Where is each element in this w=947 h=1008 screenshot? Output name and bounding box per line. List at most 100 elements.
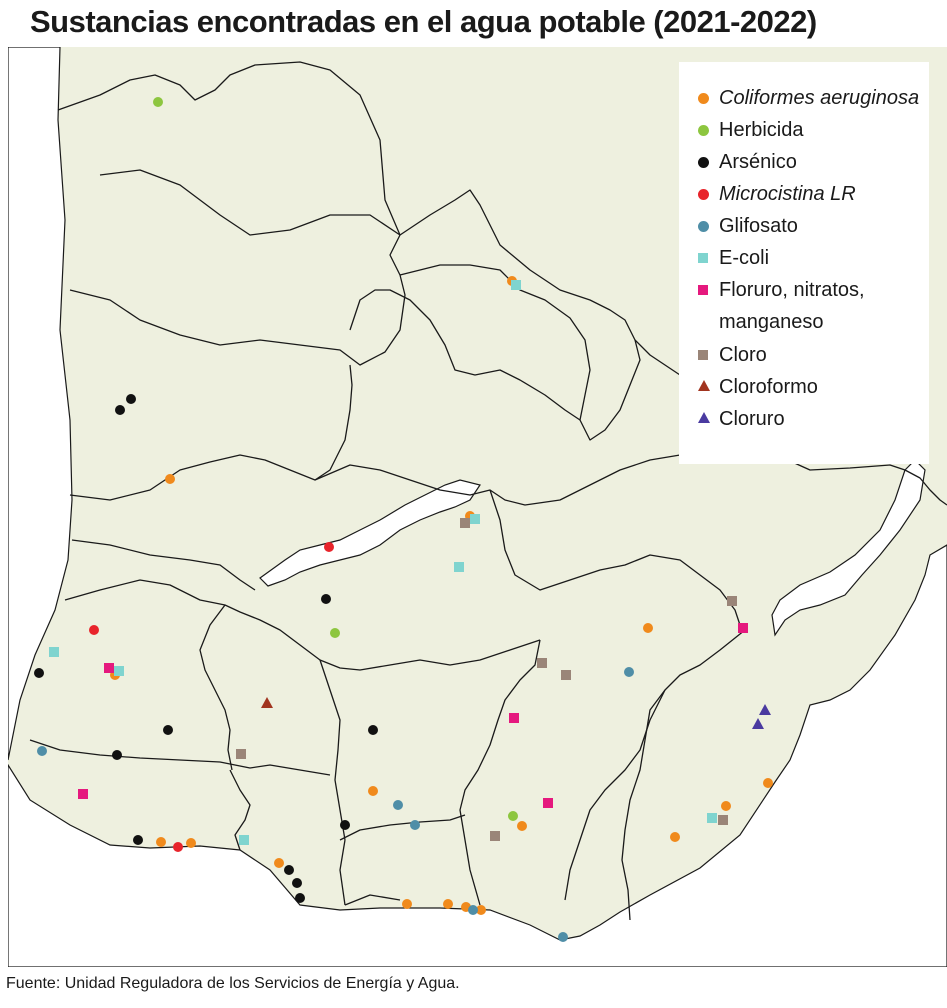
legend-label: Coliformes aeruginosa: [719, 86, 920, 109]
marker-glifosato: [37, 746, 47, 756]
national-border: [57, 61, 947, 506]
border-rio-negro-soriano: [64, 579, 541, 671]
marker-arsenico: [321, 594, 331, 604]
marker-cloroformo: [261, 697, 273, 708]
border-flores-florida: [319, 659, 346, 841]
marker-ecoli: [707, 813, 717, 823]
coliformes-circle-icon: [679, 88, 719, 108]
border-salto-paysandu: [69, 364, 353, 501]
legend-label: Cloro: [719, 343, 767, 366]
legend-label: manganeso: [719, 310, 824, 333]
legend-label: E-coli: [719, 246, 770, 269]
border-lavalleja-rocha: [621, 629, 746, 921]
border-tacuarembo-durazno: [314, 454, 681, 506]
marker-floruro: [738, 623, 748, 633]
marker-floruro: [509, 713, 519, 723]
marker-cloro: [561, 670, 571, 680]
marker-coliformes: [165, 474, 175, 484]
uruguay-map: [8, 47, 947, 967]
marker-ecoli: [114, 666, 124, 676]
marker-arsenico: [112, 750, 122, 760]
marker-ecoli: [511, 280, 521, 290]
legend-item-ecoli: E-coli: [679, 242, 769, 274]
legend-item-coliformes: Coliformes aeruginosa: [679, 82, 919, 114]
marker-coliformes: [517, 821, 527, 831]
marker-coliformes: [643, 623, 653, 633]
marker-arsenico: [284, 865, 294, 875]
rio-de-la-plata: [8, 544, 947, 967]
legend-item-floruro: Floruro, nitratos,: [679, 274, 865, 306]
marker-coliformes: [368, 786, 378, 796]
marker-cloruro: [759, 704, 771, 715]
border-artigas-rivera: [99, 169, 401, 236]
border-tacuarembo-cerro-largo: [349, 289, 581, 421]
border-artigas-salto: [69, 234, 406, 366]
marker-microcistina: [324, 542, 334, 552]
marker-coliformes: [670, 832, 680, 842]
map-title: Sustancias encontradas en el agua potabl…: [30, 4, 817, 39]
legend-label: Herbicida: [719, 118, 804, 141]
marker-coliformes: [402, 899, 412, 909]
marker-glifosato: [558, 932, 568, 942]
border-lavalleja-maldonado: [564, 689, 666, 901]
marker-arsenico: [126, 394, 136, 404]
legend-label: Arsénico: [719, 150, 797, 173]
marker-glifosato: [410, 820, 420, 830]
marker-glifosato: [468, 905, 478, 915]
legend-label: Cloruro: [719, 407, 785, 430]
marker-coliformes: [186, 838, 196, 848]
marker-cloruro: [752, 718, 764, 729]
rio-uruguay: [8, 47, 73, 761]
marker-arsenico: [295, 893, 305, 903]
legend-item-cloruro: Cloruro: [679, 403, 785, 435]
legend-item-microcistina: Microcistina LR: [679, 178, 856, 210]
marker-ecoli: [239, 835, 249, 845]
marker-arsenico: [115, 405, 125, 415]
legend-label: Floruro, nitratos,: [719, 278, 865, 301]
legend-item-glifosato: Glifosato: [679, 210, 798, 242]
marker-coliformes: [274, 858, 284, 868]
legend: Coliformes aeruginosa Herbicida Arsénico Mi…: [679, 62, 929, 464]
marker-arsenico: [133, 835, 143, 845]
marker-floruro: [543, 798, 553, 808]
cloruro-triangle-icon: [679, 409, 719, 429]
microcistina-circle-icon: [679, 184, 719, 204]
marker-coliformes: [721, 801, 731, 811]
marker-glifosato: [624, 667, 634, 677]
border-florida-lavalleja: [459, 639, 541, 906]
marker-cloro: [490, 831, 500, 841]
marker-microcistina: [173, 842, 183, 852]
legend-label: Glifosato: [719, 214, 798, 237]
marker-herbicida: [330, 628, 340, 638]
marker-arsenico: [368, 725, 378, 735]
marker-floruro: [78, 789, 88, 799]
rio-negro-lake: [259, 479, 481, 587]
marker-herbicida: [153, 97, 163, 107]
marker-coliformes: [763, 778, 773, 788]
legend-item-cloroformo: Cloroformo: [679, 371, 818, 403]
border-soriano-colonia: [29, 739, 331, 776]
marker-cloro: [727, 596, 737, 606]
border-cerro-largo-treinta-tres: [489, 489, 746, 631]
marker-ecoli: [454, 562, 464, 572]
legend-label: Microcistina LR: [719, 182, 856, 205]
markers-layer: [34, 97, 773, 942]
marker-coliformes: [476, 905, 486, 915]
cloro-square-icon: [679, 345, 719, 365]
marker-floruro: [104, 663, 114, 673]
water-bodies: [8, 47, 947, 967]
legend-item-cloro: Cloro: [679, 339, 767, 371]
marker-cloro: [537, 658, 547, 668]
marker-herbicida: [508, 811, 518, 821]
border-colonia-san-jose: [229, 769, 251, 851]
laguna-merin: [771, 459, 926, 637]
border-paysandu-rio-negro: [71, 539, 256, 591]
marker-arsenico: [34, 668, 44, 678]
marker-ecoli: [470, 514, 480, 524]
border-tacuarembo-rivera: [399, 264, 641, 441]
marker-arsenico: [340, 820, 350, 830]
source-note: Fuente: Unidad Reguladora de los Servici…: [6, 975, 460, 992]
border-canelones-florida: [339, 814, 466, 841]
marker-coliformes: [443, 899, 453, 909]
marker-arsenico: [292, 878, 302, 888]
